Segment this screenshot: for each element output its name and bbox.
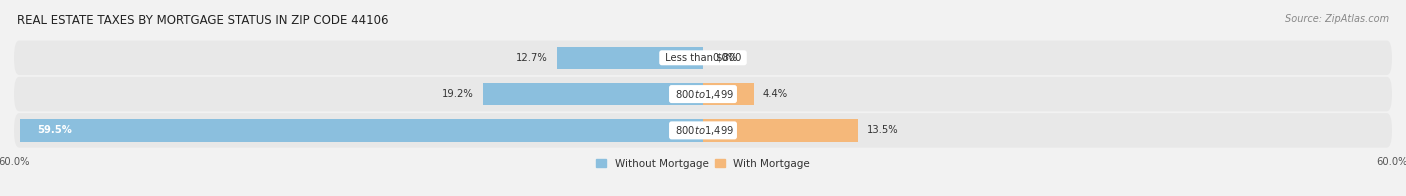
FancyBboxPatch shape — [14, 41, 1392, 75]
Bar — [557, 46, 703, 69]
FancyBboxPatch shape — [14, 77, 1392, 111]
Text: $800 to $1,499: $800 to $1,499 — [672, 88, 734, 101]
Text: Source: ZipAtlas.com: Source: ZipAtlas.com — [1285, 14, 1389, 24]
FancyBboxPatch shape — [14, 113, 1392, 148]
Text: 12.7%: 12.7% — [516, 53, 548, 63]
Text: 0.0%: 0.0% — [713, 53, 737, 63]
Bar — [703, 83, 754, 105]
Bar — [20, 119, 703, 142]
Bar — [703, 119, 858, 142]
Legend: Without Mortgage, With Mortgage: Without Mortgage, With Mortgage — [596, 159, 810, 169]
Text: $800 to $1,499: $800 to $1,499 — [672, 124, 734, 137]
Text: 13.5%: 13.5% — [868, 125, 898, 135]
Text: 4.4%: 4.4% — [762, 89, 787, 99]
Text: 19.2%: 19.2% — [441, 89, 474, 99]
Text: REAL ESTATE TAXES BY MORTGAGE STATUS IN ZIP CODE 44106: REAL ESTATE TAXES BY MORTGAGE STATUS IN … — [17, 14, 388, 27]
Text: 59.5%: 59.5% — [37, 125, 72, 135]
Bar — [482, 83, 703, 105]
Text: Less than $800: Less than $800 — [662, 53, 744, 63]
